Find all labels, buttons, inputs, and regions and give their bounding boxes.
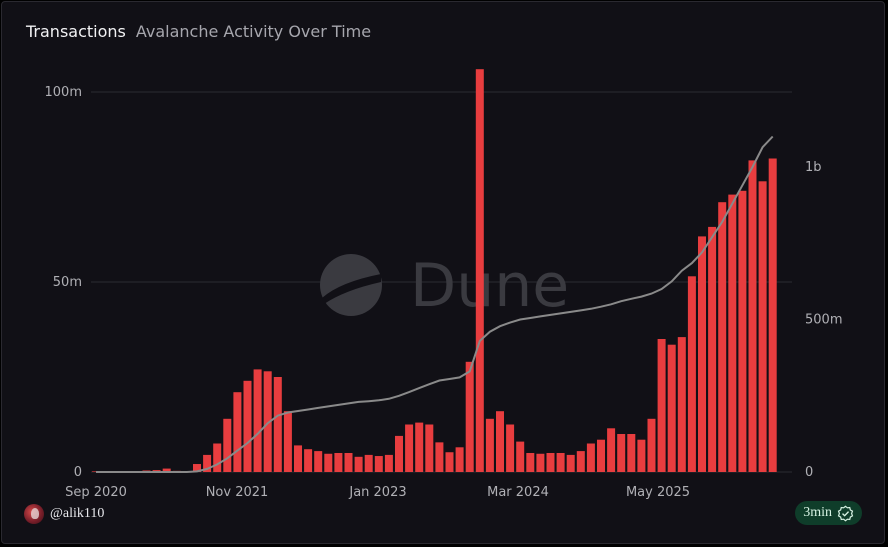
y-right-tick-2: 1b [805,160,822,175]
bar-57 [667,344,676,472]
bar-39 [485,418,494,472]
bar-26 [354,456,363,472]
dune-watermark: Dune [320,251,569,321]
bar-36 [455,447,464,472]
bar-66 [758,181,767,473]
bar-31 [405,424,414,472]
bar-series [92,69,777,473]
y-left-tick-0: 0 [74,465,82,480]
bar-20 [294,445,302,472]
bar-63 [728,194,737,472]
bar-65 [748,160,757,472]
bar-41 [506,424,515,472]
x-tick-1: Nov 2021 [206,485,269,500]
bar-28 [374,456,383,472]
bar-11 [203,454,212,472]
bar-30 [395,435,403,472]
chart-header: Transactions Avalanche Activity Over Tim… [26,22,371,41]
y-left-tick-1: 50m [53,275,82,290]
bar-29 [384,454,393,472]
bar-34 [435,442,444,472]
bar-45 [546,453,555,472]
bar-49 [586,443,595,472]
y-right-tick-0: 0 [805,465,813,480]
bar-42 [516,441,525,472]
bar-12 [213,443,222,472]
bar-40 [496,411,504,472]
bar-38 [475,69,484,472]
refresh-badge[interactable]: 3min [795,501,862,525]
bar-44 [536,453,545,472]
verified-check-icon [837,505,854,521]
bar-37 [465,361,474,472]
bar-7 [162,468,171,472]
bar-16 [253,369,262,472]
bar-56 [657,339,666,472]
x-tick-2: Jan 2023 [348,485,406,500]
y-axis-left: 0 50m 100m [45,85,82,480]
username[interactable]: @alik110 [50,506,105,521]
chart-subtitle: Avalanche Activity Over Time [135,22,372,41]
bar-54 [637,439,646,472]
x-tick-0: Sep 2020 [65,485,127,500]
bar-22 [314,451,323,472]
bar-13 [223,418,232,472]
dune-logo-wave [322,274,381,304]
x-tick-4: May 2025 [626,485,690,500]
bar-55 [647,418,656,472]
y-right-tick-1: 500m [805,313,842,328]
bar-51 [607,428,616,472]
bar-35 [445,452,454,472]
chart-title: Transactions [26,22,126,41]
bar-25 [344,453,353,472]
y-left-tick-2: 100m [45,85,82,100]
bar-58 [677,337,686,472]
bar-27 [364,454,373,472]
bar-48 [576,451,585,472]
bar-33 [425,424,434,472]
bar-52 [617,434,626,472]
bar-21 [304,449,313,472]
bar-10 [193,464,201,472]
bar-64 [738,190,747,473]
y-axis-right: 0 500m 1b [805,160,842,480]
bar-67 [768,158,777,472]
bar-24 [334,453,343,472]
bar-61 [708,226,717,472]
bar-50 [597,439,605,472]
bar-32 [415,422,424,472]
cumulative-line [96,135,774,473]
bar-59 [687,276,696,472]
bar-17 [263,371,272,472]
bar-46 [556,453,565,472]
bar-53 [627,434,636,472]
bar-15 [243,380,252,472]
dune-watermark-text: Dune [410,251,569,321]
refresh-age: 3min [803,505,832,520]
x-tick-3: Mar 2024 [487,485,549,500]
x-axis: Sep 2020 Nov 2021 Jan 2023 Mar 2024 May 2025 [65,485,690,500]
bar-47 [566,454,575,472]
bar-62 [718,202,727,472]
bar-43 [526,453,535,472]
bar-23 [324,453,333,472]
bar-14 [233,392,242,472]
avatar[interactable] [24,504,44,524]
bar-60 [698,236,706,472]
bar-18 [273,377,282,472]
bar-19 [283,411,292,472]
author[interactable]: @alik110 [24,504,104,524]
